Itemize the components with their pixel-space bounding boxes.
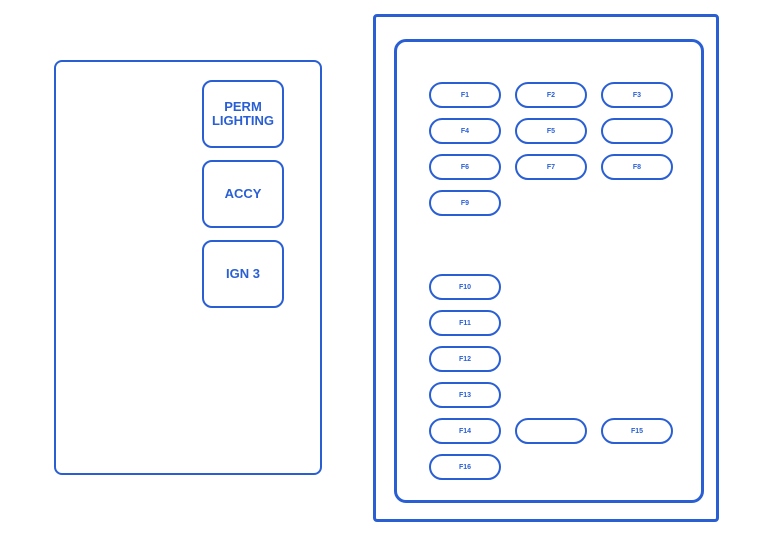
fuse-slot-empty [515,418,587,444]
fuse-slot: F9 [429,190,501,216]
relay-perm-lighting: PERM LIGHTING [202,80,284,148]
relay-label: ACCY [225,187,262,201]
fuse-slot: F4 [429,118,501,144]
fuse-slot: F13 [429,382,501,408]
fuse-label: F10 [459,284,471,291]
right-fuse-panel-inner: F1 F2 F3 F4 F5 F6 F7 F8 F9 F10 F11 F12 F13 F14 F15 F16 [394,39,704,503]
fuse-slot: F10 [429,274,501,300]
fuse-label: F3 [633,92,641,99]
fuse-label: F14 [459,428,471,435]
relay-label: PERM LIGHTING [208,100,278,129]
fuse-label: F9 [461,200,469,207]
relay-ign3: IGN 3 [202,240,284,308]
right-fuse-panel-outer: F1 F2 F3 F4 F5 F6 F7 F8 F9 F10 F11 F12 F13 F14 F15 F16 [373,14,719,522]
fuse-label: F11 [459,320,471,327]
fuse-slot: F3 [601,82,673,108]
fuse-slot: F7 [515,154,587,180]
fuse-slot: F5 [515,118,587,144]
fuse-slot: F1 [429,82,501,108]
fuse-slot: F15 [601,418,673,444]
fuse-label: F16 [459,464,471,471]
left-relay-panel: PERM LIGHTING ACCY IGN 3 [54,60,322,475]
fuse-slot: F14 [429,418,501,444]
fuse-label: F4 [461,128,469,135]
fuse-label: F5 [547,128,555,135]
fuse-label: F13 [459,392,471,399]
fuse-slot-empty [601,118,673,144]
relay-accy: ACCY [202,160,284,228]
fuse-slot: F6 [429,154,501,180]
fuse-label: F6 [461,164,469,171]
fuse-slot: F11 [429,310,501,336]
fuse-label: F7 [547,164,555,171]
fuse-slot: F2 [515,82,587,108]
fuse-label: F2 [547,92,555,99]
fuse-label: F15 [631,428,643,435]
fuse-label: F12 [459,356,471,363]
fuse-slot: F8 [601,154,673,180]
fuse-slot: F16 [429,454,501,480]
fuse-slot: F12 [429,346,501,372]
fuse-label: F8 [633,164,641,171]
fuse-label: F1 [461,92,469,99]
relay-label: IGN 3 [226,267,260,281]
